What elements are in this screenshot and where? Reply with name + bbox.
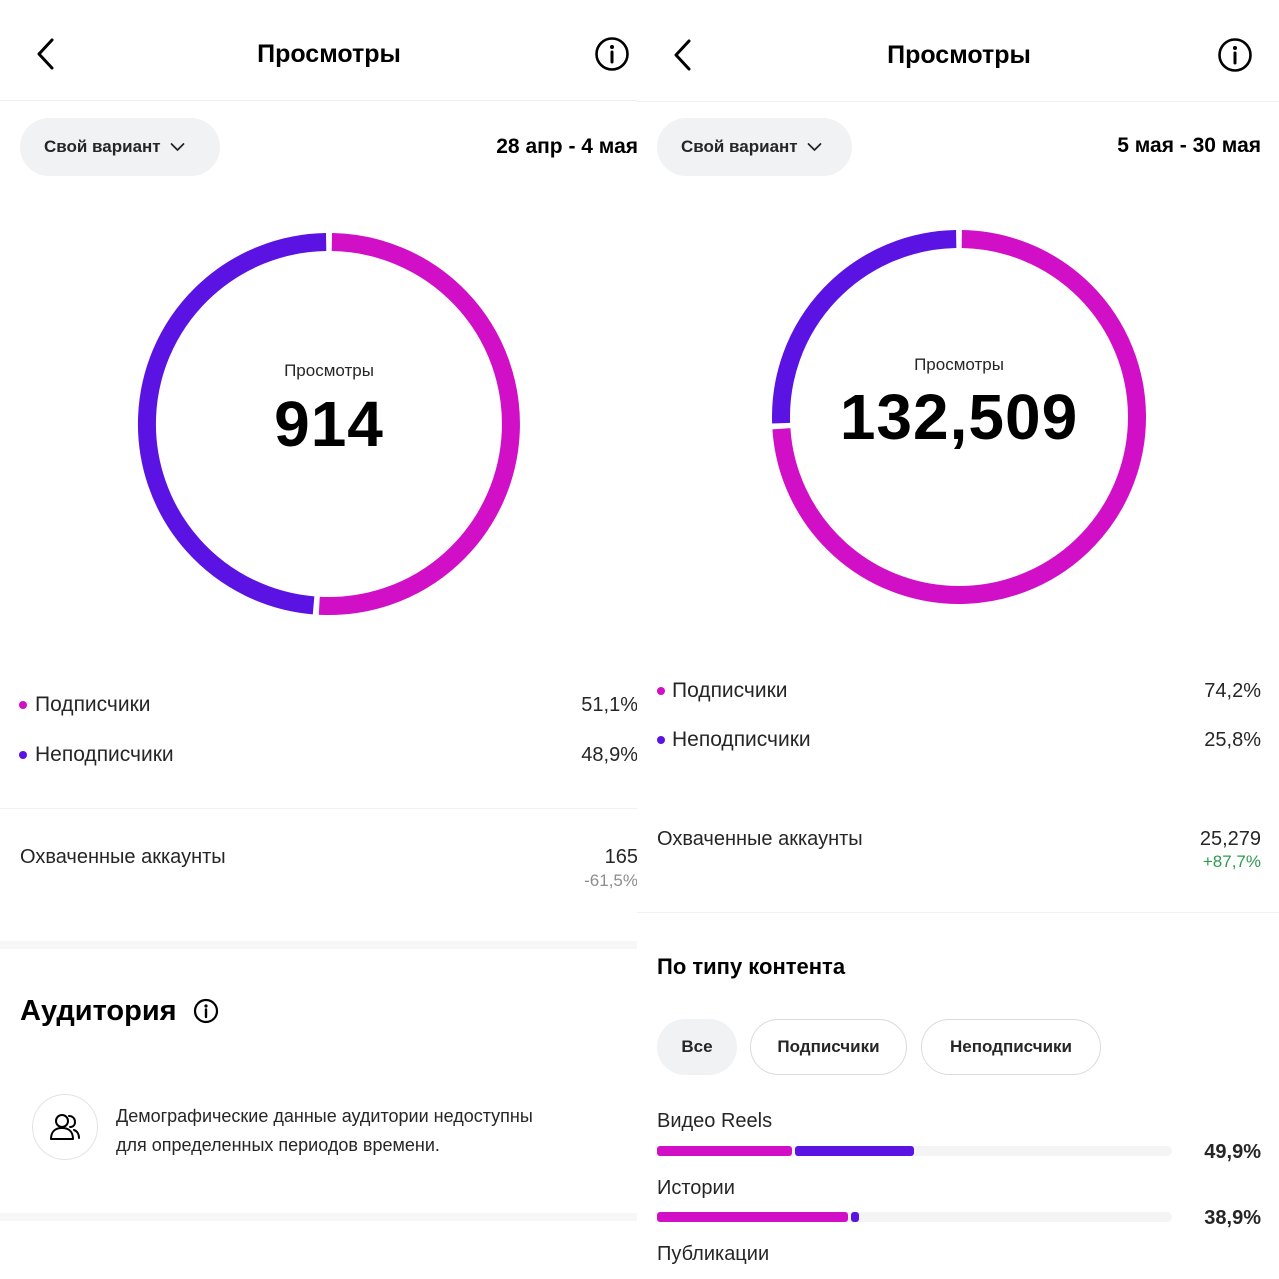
date-range: 28 апр - 4 мая — [496, 135, 638, 158]
audience-message-line1: Демографические данные аудитории недосту… — [116, 1106, 533, 1126]
period-dropdown[interactable]: Свой вариант — [20, 118, 220, 176]
bar-segment-non-followers — [794, 1146, 914, 1156]
legend-dot-non-followers — [19, 751, 27, 759]
donut-center-label: Просмотры — [284, 361, 374, 380]
legend-dot-followers — [19, 701, 27, 709]
avatar — [32, 1094, 98, 1160]
chip-all[interactable]: Все — [657, 1019, 737, 1075]
page-title: Просмотры — [887, 41, 1031, 69]
donut-segment-non-followers — [137, 233, 327, 615]
audience-heading: Аудитория — [20, 995, 177, 1027]
views-screen-left: Просмотры Свой вариант 28 апр - 4 мая Пр… — [0, 36, 640, 1221]
header-divider — [637, 101, 1279, 102]
chip-followers[interactable]: Подписчики — [750, 1019, 907, 1075]
legend-dot-non-followers — [657, 736, 665, 744]
reach-label: Охваченные аккаунты — [20, 846, 226, 868]
bar-segment-non-followers — [851, 1212, 860, 1222]
legend-dot-followers — [657, 687, 665, 695]
info-icon[interactable] — [594, 36, 630, 72]
views-donut-chart — [772, 230, 1146, 604]
views-donut-chart — [137, 233, 520, 615]
period-dropdown-label: Свой вариант — [681, 137, 798, 156]
donut-segment-followers — [318, 233, 520, 615]
date-range: 5 мая - 30 мая — [1117, 134, 1261, 157]
legend-label-non-followers: Неподписчики — [35, 743, 174, 766]
legend-value-non-followers: 25,8% — [1204, 729, 1261, 751]
content-type-heading: По типу контента — [657, 954, 846, 979]
views-screen-right: Просмотры Свой вариант 5 мая - 30 мая Пр… — [637, 0, 1279, 1279]
header-divider — [0, 100, 640, 101]
reach-value: 165 — [604, 846, 638, 868]
chevron-left-icon[interactable] — [34, 38, 58, 70]
page-title: Просмотры — [257, 40, 401, 68]
content-row-bar — [657, 1212, 1172, 1222]
section-divider — [637, 912, 1279, 913]
content-row-label: Публикации — [657, 1243, 770, 1265]
content-row-label: Истории — [657, 1177, 735, 1199]
section-divider — [0, 808, 640, 809]
section-divider — [0, 941, 640, 949]
bar-segment-followers — [657, 1212, 849, 1222]
people-icon — [47, 1109, 83, 1145]
period-dropdown[interactable]: Свой вариант — [657, 118, 852, 176]
chevron-down-icon — [807, 142, 822, 152]
period-dropdown-label: Свой вариант — [44, 137, 161, 156]
chevron-left-icon[interactable] — [671, 39, 695, 71]
donut-segment-non-followers — [772, 230, 957, 424]
donut-segment-followers — [772, 230, 1146, 604]
section-divider — [0, 1213, 640, 1221]
content-row-value: 49,9% — [1204, 1141, 1261, 1163]
content-row-label: Видео Reels — [657, 1110, 773, 1132]
reach-label: Охваченные аккаунты — [657, 828, 863, 850]
audience-message-line2: для определенных периодов времени. — [116, 1135, 440, 1155]
info-icon[interactable] — [193, 998, 219, 1024]
content-row-value: 38,9% — [1204, 1207, 1261, 1229]
legend-value-followers: 74,2% — [1204, 680, 1261, 702]
reach-change: +87,7% — [1202, 852, 1261, 871]
chip-non-followers[interactable]: Неподписчики — [921, 1019, 1101, 1075]
info-icon[interactable] — [1217, 37, 1253, 73]
donut-center-total: 132,509 — [839, 381, 1079, 453]
donut-center-label: Просмотры — [914, 355, 1004, 374]
legend-value-non-followers: 48,9% — [581, 744, 638, 766]
legend-label-non-followers: Неподписчики — [672, 728, 811, 751]
legend-label-followers: Подписчики — [672, 679, 788, 702]
reach-change: -61,5% — [584, 871, 638, 890]
reach-value: 25,279 — [1199, 828, 1261, 850]
donut-center-total: 914 — [274, 388, 384, 460]
legend-label-followers: Подписчики — [35, 693, 151, 716]
bar-segment-followers — [657, 1146, 792, 1156]
content-row-bar — [657, 1146, 1172, 1156]
chevron-down-icon — [170, 142, 185, 152]
legend-value-followers: 51,1% — [581, 694, 638, 716]
